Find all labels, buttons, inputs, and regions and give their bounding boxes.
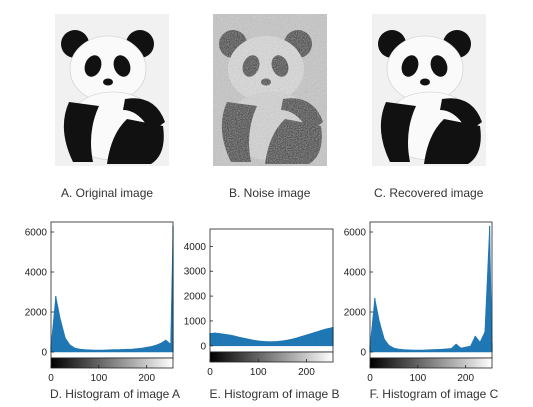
histogram-caption: F. Histogram of image C [370,387,499,401]
y-tick-label: 6000 [25,228,48,239]
x-tick-label: 0 [367,373,373,384]
y-tick-label: 6000 [344,228,367,239]
x-tick-label: 0 [48,373,54,384]
caption-noise: B. Noise image [229,186,311,200]
x-tick-label: 0 [207,367,213,378]
panda-image-recovered [372,14,486,166]
panda-image-original [55,14,169,166]
y-tick-label: 4000 [184,242,207,253]
axes-box [50,221,174,359]
x-tick-label: 100 [250,367,267,378]
y-tick-label: 1000 [184,316,207,327]
histogram-area [50,225,174,353]
y-tick-label: 2000 [184,292,207,303]
y-tick-label: 0 [200,341,206,352]
histogram-2: 0 1000 2000 3000 4000 0 100 200 E. Histogram of … [184,228,340,401]
histogram-3: 0 2000 4000 6000 0 100 200 F. Histogram of imag… [344,221,499,401]
histogram-area [369,225,493,353]
x-tick-label: 200 [457,373,474,384]
y-tick-label: 0 [41,348,47,359]
x-tick-label: 200 [138,373,155,384]
panda-icon [372,14,486,166]
y-tick-label: 2000 [344,308,367,319]
panda-icon [213,14,327,166]
panda-icon [55,14,169,166]
y-tick-label: 4000 [25,268,48,279]
panda-image-noisy [213,14,327,166]
histogram-area [209,326,334,347]
y-tick-label: 0 [360,348,366,359]
x-tick-label: 100 [90,373,107,384]
x-tick-label: 100 [409,373,426,384]
y-tick-label: 2000 [25,308,48,319]
histogram-1: 0 2000 4000 6000 0 100 200 D. Histogram of imag… [25,221,180,401]
x-tick-label: 200 [298,367,315,378]
intensity-colorbar [209,351,334,363]
intensity-colorbar [369,357,493,369]
caption-recovered: C. Recovered image [374,186,484,200]
histogram-caption: D. Histogram of image A [50,387,180,401]
y-tick-label: 4000 [344,268,367,279]
y-tick-label: 3000 [184,267,207,278]
intensity-colorbar [50,357,174,369]
caption-original: A. Original image [61,186,154,200]
histogram-caption: E. Histogram of image B [209,387,339,401]
axes-box [369,221,493,359]
